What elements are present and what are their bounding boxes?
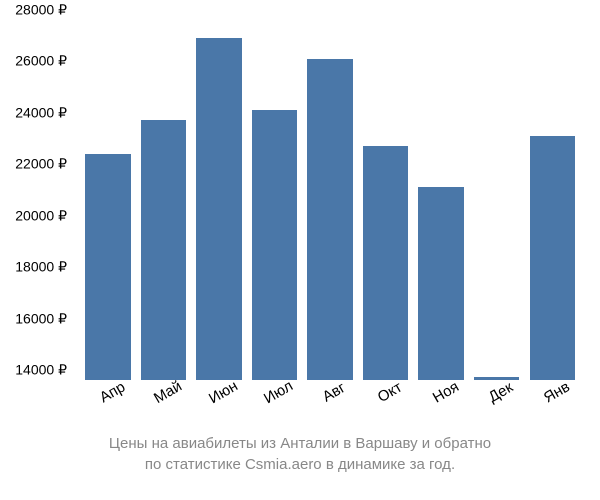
x-label-wrapper: Янв bbox=[525, 385, 581, 435]
y-tick-label: 26000 ₽ bbox=[15, 53, 67, 70]
bar bbox=[363, 146, 409, 380]
bar bbox=[196, 38, 242, 380]
bar bbox=[418, 187, 464, 380]
y-tick-label: 20000 ₽ bbox=[15, 207, 67, 224]
y-tick-label: 24000 ₽ bbox=[15, 104, 67, 121]
caption-line-1: Цены на авиабилеты из Анталии в Варшаву … bbox=[0, 433, 600, 454]
bar-wrapper bbox=[525, 20, 581, 380]
bar-wrapper bbox=[469, 20, 525, 380]
bar-wrapper bbox=[191, 20, 247, 380]
bar bbox=[530, 136, 576, 380]
x-label-wrapper: Авг bbox=[302, 385, 358, 435]
bar-wrapper bbox=[358, 20, 414, 380]
x-label-wrapper: Апр bbox=[80, 385, 136, 435]
bars-group bbox=[80, 20, 580, 380]
bar bbox=[85, 154, 131, 380]
y-tick-label: 22000 ₽ bbox=[15, 156, 67, 173]
bar-wrapper bbox=[136, 20, 192, 380]
y-tick-label: 18000 ₽ bbox=[15, 259, 67, 276]
bar-wrapper bbox=[302, 20, 358, 380]
x-label-wrapper: Июн bbox=[191, 385, 247, 435]
bar bbox=[307, 59, 353, 380]
y-tick-label: 14000 ₽ bbox=[15, 362, 67, 379]
y-axis: 14000 ₽ 16000 ₽ 18000 ₽ 20000 ₽ 22000 ₽ 24000… bbox=[0, 20, 75, 380]
x-label-wrapper: Май bbox=[136, 385, 192, 435]
bar-wrapper bbox=[80, 20, 136, 380]
bar bbox=[141, 120, 187, 380]
y-tick-label: 28000 ₽ bbox=[15, 2, 67, 19]
x-label-wrapper: Ноя bbox=[413, 385, 469, 435]
chart-caption: Цены на авиабилеты из Анталии в Варшаву … bbox=[0, 433, 600, 475]
bar-wrapper bbox=[247, 20, 303, 380]
y-tick-label: 16000 ₽ bbox=[15, 310, 67, 327]
x-label-wrapper: Окт bbox=[358, 385, 414, 435]
plot-area: 14000 ₽16000 ₽18000 ₽20000 ₽22000 ₽24000… bbox=[80, 20, 580, 380]
bar bbox=[252, 110, 298, 380]
x-tick-label: Янв bbox=[541, 378, 589, 435]
chart-container: 14000 ₽16000 ₽18000 ₽20000 ₽22000 ₽24000… bbox=[80, 20, 580, 380]
caption-line-2: по статистике Csmia.aero в динамике за г… bbox=[0, 454, 600, 475]
bar bbox=[474, 377, 520, 380]
x-label-wrapper: Июл bbox=[247, 385, 303, 435]
x-label-wrapper: Дек bbox=[469, 385, 525, 435]
bar-wrapper bbox=[413, 20, 469, 380]
x-axis: АпрМайИюнИюлАвгОктНояДекЯнв bbox=[80, 385, 580, 435]
